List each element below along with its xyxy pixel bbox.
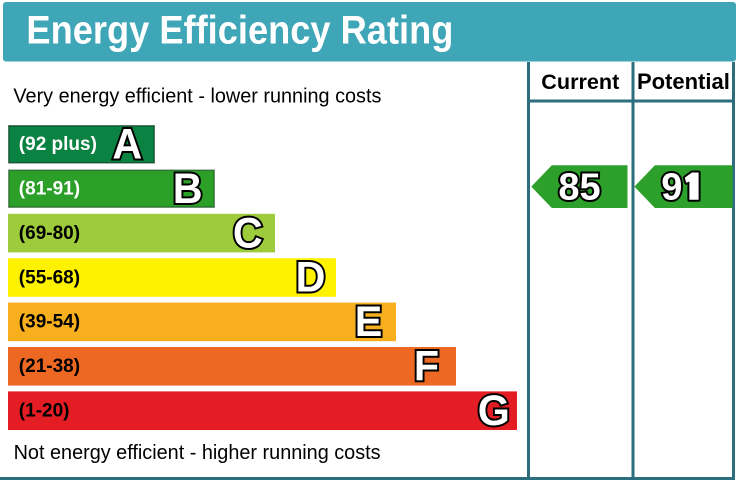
svg-text:(55-68): (55-68) <box>19 267 80 288</box>
svg-text:F: F <box>414 344 439 391</box>
svg-text:Current: Current <box>541 69 619 94</box>
svg-text:Energy Efficiency Rating: Energy Efficiency Rating <box>26 8 453 52</box>
svg-text:(1-20): (1-20) <box>19 401 70 422</box>
svg-text:C: C <box>233 210 263 257</box>
svg-text:Not energy efficient - higher: Not energy efficient - higher running co… <box>14 441 381 464</box>
svg-text:D: D <box>296 255 326 302</box>
svg-text:(69-80): (69-80) <box>19 223 80 244</box>
svg-text:(81-91): (81-91) <box>19 179 80 200</box>
svg-text:A: A <box>112 122 142 169</box>
svg-text:(21-38): (21-38) <box>19 356 80 377</box>
svg-text:E: E <box>355 299 383 346</box>
svg-text:Potential: Potential <box>637 69 730 94</box>
svg-text:(92 plus): (92 plus) <box>19 134 97 155</box>
svg-text:9: 9 <box>661 167 682 209</box>
svg-text:85: 85 <box>558 167 600 209</box>
svg-text:B: B <box>173 166 203 213</box>
svg-text:G: G <box>478 388 510 435</box>
svg-text:(39-54): (39-54) <box>19 312 80 333</box>
svg-text:Very energy efficient - lower: Very energy efficient - lower running co… <box>13 84 381 107</box>
